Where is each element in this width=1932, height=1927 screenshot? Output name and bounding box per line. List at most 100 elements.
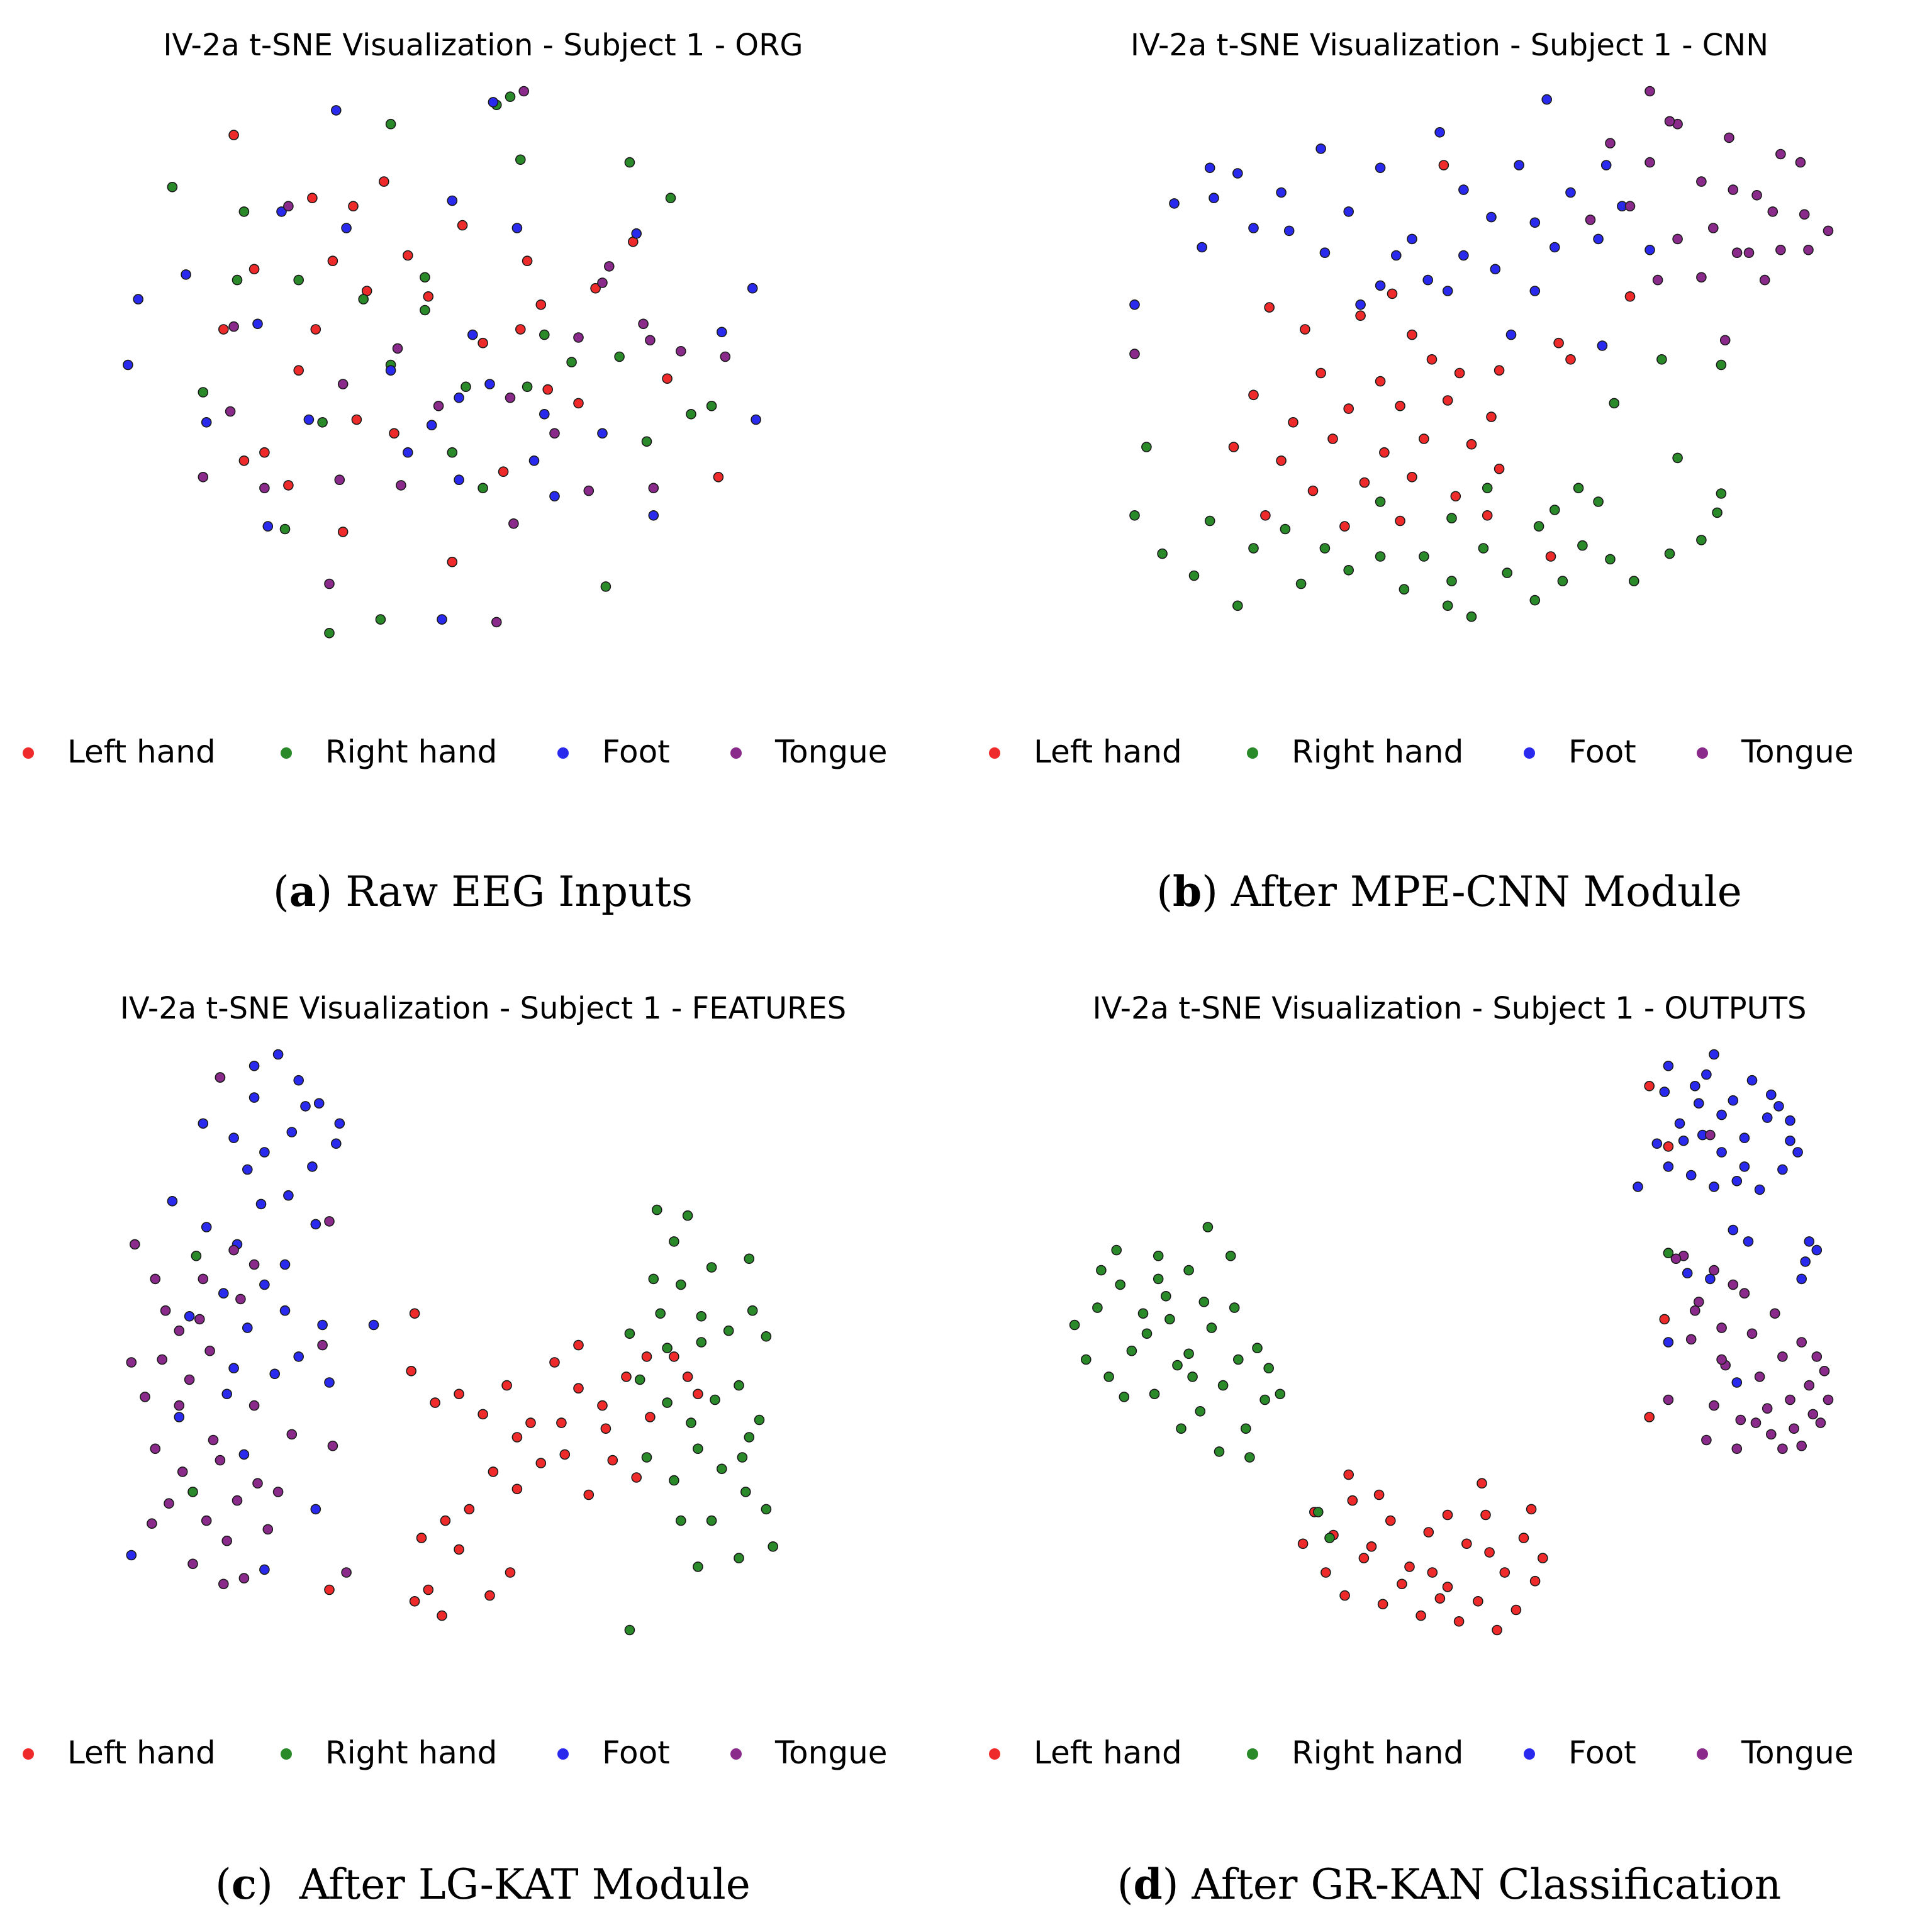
point-tongue <box>638 318 649 330</box>
point-left-hand <box>669 1351 679 1362</box>
point-right-hand <box>1696 535 1707 545</box>
point-tongue <box>645 335 656 346</box>
point-foot <box>303 414 315 425</box>
point-tongue <box>160 1305 171 1316</box>
point-right-hand <box>1232 600 1243 612</box>
point-left-hand <box>1228 442 1239 452</box>
point-foot <box>293 1351 304 1362</box>
point-right-hand <box>1160 1290 1171 1302</box>
point-foot <box>539 408 550 420</box>
point-tongue <box>334 474 345 486</box>
point-right-hand <box>676 1279 686 1290</box>
point-tongue <box>1739 1288 1750 1299</box>
point-tongue <box>433 400 444 411</box>
point-right-hand <box>1195 1405 1206 1417</box>
point-foot <box>717 327 727 338</box>
legend-label-right-hand: Right hand <box>325 734 497 770</box>
point-left-hand <box>1518 1533 1529 1543</box>
point-left-hand <box>488 1466 499 1477</box>
point-foot <box>1390 250 1402 261</box>
point-left-hand <box>389 428 399 439</box>
point-left-hand <box>1499 1567 1510 1578</box>
point-foot <box>174 1412 185 1422</box>
point-left-hand <box>1248 389 1259 401</box>
point-right-hand <box>447 447 458 458</box>
point-right-hand <box>754 1414 765 1426</box>
point-right-hand <box>1478 543 1489 554</box>
point-tongue <box>126 1357 137 1368</box>
point-foot <box>1743 1236 1754 1247</box>
point-right-hand <box>522 381 533 393</box>
point-foot <box>1529 286 1541 296</box>
legend-label-tongue: Tongue <box>774 734 888 770</box>
point-foot <box>1549 242 1560 253</box>
point-foot <box>1663 1161 1674 1172</box>
point-right-hand <box>1446 513 1457 523</box>
point-foot <box>484 379 495 389</box>
point-right-hand <box>665 193 676 204</box>
point-left-hand <box>1663 1141 1674 1152</box>
point-left-hand <box>1407 329 1417 340</box>
legend-marker-left-hand <box>989 1748 1000 1760</box>
point-left-hand <box>430 1397 440 1408</box>
point-foot <box>1739 1132 1750 1144</box>
point-tongue <box>1731 247 1743 259</box>
point-tongue <box>1709 1400 1719 1411</box>
point-tongue <box>337 379 349 389</box>
point-right-hand <box>1275 1388 1286 1400</box>
point-left-hand <box>1442 1509 1453 1521</box>
point-left-hand <box>1450 491 1461 502</box>
point-left-hand <box>1276 455 1287 466</box>
point-right-hand <box>641 1452 652 1463</box>
point-right-hand <box>1712 507 1723 518</box>
point-left-hand <box>1377 1599 1388 1610</box>
point-right-hand <box>676 1515 686 1526</box>
point-left-hand <box>1307 485 1319 496</box>
point-foot <box>259 1564 270 1575</box>
point-right-hand <box>1259 1394 1270 1405</box>
point-tongue <box>1685 1334 1697 1345</box>
point-left-hand <box>573 398 584 409</box>
legend-marker-right-hand <box>281 747 292 759</box>
point-foot <box>1746 1075 1758 1086</box>
chart-title-b: IV-2a t-SNE Visualization - Subject 1 - … <box>1131 28 1768 63</box>
point-tongue <box>1664 116 1675 127</box>
point-right-hand <box>293 274 304 286</box>
point-right-hand <box>734 1553 744 1563</box>
point-tongue <box>1728 184 1739 195</box>
point-tongue <box>1731 1443 1743 1455</box>
point-foot <box>1375 162 1386 174</box>
point-left-hand <box>454 1544 464 1555</box>
point-foot <box>259 1147 270 1158</box>
point-left-hand <box>1315 367 1326 379</box>
point-right-hand <box>1244 1452 1255 1463</box>
point-right-hand <box>1324 1533 1335 1543</box>
point-right-hand <box>693 1561 703 1572</box>
point-tongue <box>262 1524 274 1535</box>
point-foot <box>1541 94 1553 105</box>
point-foot <box>1705 1273 1716 1285</box>
point-foot <box>310 1504 321 1515</box>
point-foot <box>307 1161 318 1172</box>
caption-text-b: After MPE-CNN Module <box>1231 868 1742 916</box>
point-right-hand <box>624 1328 635 1339</box>
point-foot <box>1276 187 1287 198</box>
legend-label-foot: Foot <box>1568 1734 1636 1771</box>
point-tongue <box>194 1314 205 1325</box>
point-tongue <box>392 343 403 354</box>
point-left-hand <box>1494 463 1505 474</box>
point-tongue <box>1652 274 1663 286</box>
point-left-hand <box>621 1371 632 1382</box>
point-tongue <box>1690 1305 1700 1316</box>
point-tongue <box>1766 1429 1777 1440</box>
point-foot <box>1505 329 1517 340</box>
point-foot <box>1197 242 1207 253</box>
point-left-hand <box>1454 367 1465 379</box>
point-right-hand <box>696 1337 707 1348</box>
point-left-hand <box>1494 365 1505 376</box>
point-tongue <box>187 1558 198 1570</box>
point-left-hand <box>1395 400 1405 411</box>
point-left-hand <box>1387 288 1398 299</box>
point-foot <box>1694 1098 1704 1109</box>
point-right-hand <box>614 351 625 362</box>
